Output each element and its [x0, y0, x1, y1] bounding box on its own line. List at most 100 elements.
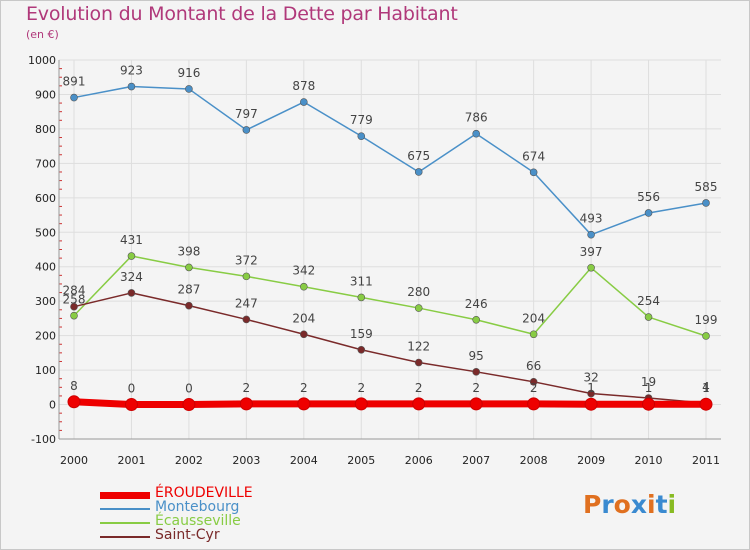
data-point-roudeville: [469, 397, 483, 411]
data-point-roudeville: [584, 397, 598, 411]
logo-letter: i: [647, 490, 656, 519]
data-point-causseville: [357, 293, 366, 302]
data-point-montebourg: [414, 168, 423, 176]
data-label-causseville: 258: [63, 293, 86, 307]
series-line-saintcyr: [73, 292, 707, 404]
logo-letter: x: [630, 490, 647, 519]
data-label-montebourg: 674: [522, 149, 545, 163]
logo-letter: t: [655, 490, 668, 519]
data-label-roudeville: 2: [357, 381, 365, 395]
data-point-causseville: [242, 272, 251, 281]
data-label-montebourg: 916: [177, 66, 200, 80]
data-label-roudeville: 2: [300, 381, 308, 395]
data-label-saintcyr: 19: [641, 375, 656, 389]
data-label-saintcyr: 122: [407, 340, 430, 354]
data-point-montebourg: [300, 98, 308, 106]
x-tick-label: 2000: [60, 454, 88, 467]
data-label-saintcyr: 159: [350, 327, 373, 341]
data-point-saintcyr: [242, 315, 251, 324]
data-label-roudeville: 0: [128, 382, 136, 396]
data-point-montebourg: [70, 93, 78, 102]
data-point-causseville: [587, 263, 595, 272]
data-point-roudeville: [354, 397, 368, 411]
x-tick-label: 2010: [635, 454, 663, 467]
data-label-montebourg: 891: [63, 75, 86, 89]
data-label-montebourg: 779: [350, 113, 373, 127]
data-label-roudeville: 2: [415, 381, 423, 395]
data-point-causseville: [414, 304, 423, 312]
data-point-montebourg: [472, 129, 480, 138]
data-label-montebourg: 923: [120, 64, 143, 78]
series-line-roudeville: [73, 398, 706, 409]
logo-letter: o: [613, 490, 631, 519]
data-label-causseville: 431: [120, 233, 143, 247]
data-label-saintcyr: 247: [235, 296, 258, 310]
plot-area: [59, 60, 721, 439]
data-label-montebourg: 675: [407, 149, 430, 163]
data-label-roudeville: 0: [185, 382, 193, 396]
data-label-montebourg: 786: [465, 111, 488, 125]
y-tick-label: 400: [35, 261, 56, 274]
data-label-causseville: 372: [235, 253, 258, 267]
data-point-roudeville: [182, 398, 196, 412]
data-label-causseville: 204: [522, 311, 545, 325]
legend-swatch: [100, 536, 150, 538]
data-label-saintcyr: 324: [120, 270, 143, 284]
legend-swatch: [100, 491, 150, 499]
data-label-saintcyr: 4: [702, 380, 710, 394]
legend-swatch: [100, 522, 150, 524]
data-point-roudeville: [239, 397, 253, 411]
x-tick-label: 2011: [692, 454, 720, 467]
data-point-causseville: [529, 330, 538, 339]
data-point-roudeville: [67, 395, 81, 409]
data-point-saintcyr: [300, 330, 308, 339]
data-point-roudeville: [527, 397, 541, 411]
data-point-saintcyr: [414, 358, 423, 367]
data-label-saintcyr: 95: [469, 349, 484, 363]
data-point-saintcyr: [529, 378, 538, 386]
data-label-causseville: 280: [407, 285, 430, 299]
data-point-roudeville: [412, 397, 426, 411]
data-point-saintcyr: [185, 301, 193, 310]
data-label-causseville: 254: [637, 294, 660, 308]
data-label-roudeville: 2: [530, 381, 538, 395]
data-point-saintcyr: [357, 345, 366, 354]
data-point-montebourg: [127, 82, 136, 91]
data-point-roudeville: [124, 398, 138, 412]
y-tick-label: -100: [31, 433, 56, 446]
data-label-montebourg: 493: [580, 212, 603, 226]
y-tick-label: 800: [35, 123, 56, 136]
series-line-montebourg: [73, 85, 707, 236]
data-point-montebourg: [587, 230, 595, 239]
data-label-montebourg: 878: [292, 79, 315, 93]
data-label-roudeville: 1: [587, 381, 595, 395]
y-tick-label: 500: [35, 226, 56, 239]
data-point-saintcyr: [587, 389, 595, 398]
y-tick-label: 600: [35, 192, 56, 205]
x-tick-label: 2003: [232, 454, 260, 467]
chart-subtitle: (en €): [26, 28, 59, 41]
data-point-causseville: [644, 313, 653, 321]
data-label-causseville: 397: [580, 245, 603, 259]
data-label-causseville: 199: [695, 313, 718, 327]
proxiti-logo: Proxiti: [583, 490, 676, 519]
legend-label: ÉROUDEVILLE: [155, 485, 253, 501]
x-tick-label: 2001: [117, 454, 145, 467]
data-point-montebourg: [644, 209, 653, 217]
y-tick-label: 0: [49, 399, 56, 412]
data-point-causseville: [702, 332, 710, 340]
data-label-montebourg: 585: [695, 180, 718, 194]
legend-label: Saint-Cyr: [155, 527, 220, 543]
legend-swatch: [100, 508, 150, 510]
chart-title: Evolution du Montant de la Dette par Hab…: [26, 3, 458, 25]
data-label-roudeville: 2: [472, 381, 480, 395]
data-point-saintcyr: [127, 289, 136, 297]
y-tick-label: 200: [35, 330, 56, 343]
data-point-saintcyr: [70, 302, 78, 311]
x-tick-label: 2009: [577, 454, 605, 467]
data-label-roudeville: 2: [243, 381, 251, 395]
data-label-saintcyr: 287: [177, 283, 200, 297]
data-label-causseville: 398: [177, 244, 200, 258]
x-tick-label: 2002: [175, 454, 203, 467]
data-point-causseville: [472, 315, 480, 324]
